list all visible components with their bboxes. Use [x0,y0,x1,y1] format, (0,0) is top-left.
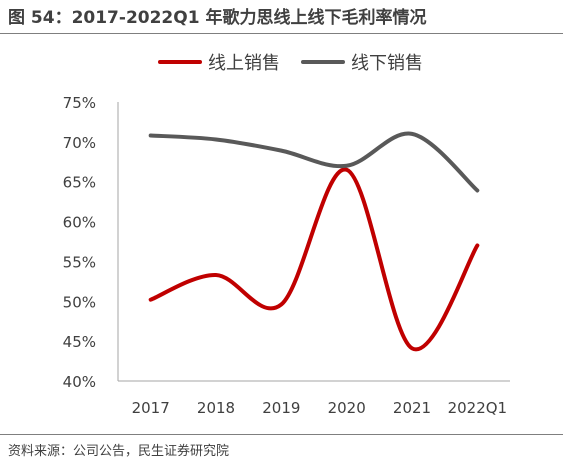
x-tick-label: 2020 [328,399,366,417]
chart-axes [117,102,510,382]
source-divider [0,434,563,435]
x-tick-label: 2022Q1 [448,399,508,417]
series-line-offline [148,131,480,193]
y-tick-label: 40% [63,373,96,391]
x-tick-label: 2018 [197,399,235,417]
x-tick-label: 2019 [262,399,300,417]
y-tick-label: 65% [63,174,96,192]
series-lines [148,131,480,352]
y-tick-label: 55% [63,253,96,271]
y-tick-label: 60% [63,214,96,232]
x-tick-label: 2017 [132,399,170,417]
source-note: 资料来源：公司公告，民生证券研究院 [8,444,230,459]
figure-title: 图 54：2017-2022Q1 年歌力思线上线下毛利率情况 [8,8,427,28]
y-tick-label: 45% [63,333,96,351]
y-tick-label: 70% [63,134,96,152]
x-axis-ticks: 2017 2018 2019 2020 2021 2022Q1 [132,399,508,417]
x-tick-label: 2021 [393,399,431,417]
title-divider [0,33,563,34]
y-tick-label: 50% [63,293,96,311]
legend-label: 线下销售 [351,53,423,74]
y-tick-label: 75% [63,94,96,112]
y-axis-ticks: 40% 45% 50% 55% 60% 65% 70% 75% [63,94,96,391]
legend-label: 线上销售 [208,53,280,74]
series-line-online [148,167,480,352]
chart-legend: 线上销售 线下销售 [158,53,423,74]
